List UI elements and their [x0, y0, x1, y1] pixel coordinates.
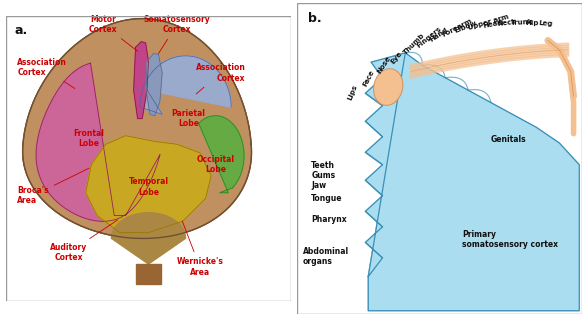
Text: Elbow: Elbow	[454, 20, 478, 34]
Text: Association
Cortex: Association Cortex	[196, 63, 245, 94]
Polygon shape	[36, 63, 160, 221]
Text: Eye: Eye	[389, 50, 403, 65]
Ellipse shape	[373, 69, 403, 105]
Text: Lips: Lips	[347, 84, 359, 101]
Text: Abdominal
organs: Abdominal organs	[303, 247, 349, 266]
Text: Association
Cortex: Association Cortex	[17, 58, 75, 88]
Text: Genitals: Genitals	[491, 135, 526, 144]
Text: Somatosensory
Cortex: Somatosensory Cortex	[143, 15, 211, 54]
Text: Hand: Hand	[428, 27, 449, 43]
Text: Hip: Hip	[525, 20, 539, 26]
Text: Thumb: Thumb	[403, 32, 426, 56]
Polygon shape	[136, 264, 161, 284]
Text: Motor
Cortex: Motor Cortex	[89, 15, 138, 51]
Text: Parietal
Lobe: Parietal Lobe	[172, 109, 205, 128]
Text: Head: Head	[483, 19, 503, 29]
Text: Tongue: Tongue	[311, 194, 343, 204]
Text: Teeth
Gums
Jaw: Teeth Gums Jaw	[311, 161, 335, 191]
Text: Fingers: Fingers	[416, 25, 443, 49]
Polygon shape	[133, 42, 148, 119]
Text: Occipital
Lobe: Occipital Lobe	[196, 154, 235, 174]
Text: Upper arm: Upper arm	[468, 14, 510, 31]
Text: Auditory
Cortex: Auditory Cortex	[50, 220, 118, 262]
Text: Nose: Nose	[376, 55, 392, 74]
Polygon shape	[140, 56, 231, 114]
Text: Broca's
Area: Broca's Area	[17, 168, 89, 205]
Polygon shape	[199, 116, 244, 193]
Text: Frontal
Lobe: Frontal Lobe	[73, 129, 104, 148]
Polygon shape	[22, 19, 252, 238]
Text: Wernicke's
Area: Wernicke's Area	[176, 221, 223, 276]
Polygon shape	[111, 213, 186, 264]
Text: Face: Face	[362, 68, 375, 87]
Text: a.: a.	[15, 24, 28, 37]
Text: Leg: Leg	[538, 20, 553, 27]
Text: Pharynx: Pharynx	[311, 215, 347, 223]
Text: Forearm: Forearm	[441, 18, 473, 38]
Text: b.: b.	[308, 12, 322, 25]
Text: Neck: Neck	[497, 19, 517, 27]
Polygon shape	[365, 53, 579, 311]
Polygon shape	[146, 54, 162, 116]
Polygon shape	[86, 136, 211, 233]
Text: Trunk: Trunk	[510, 19, 533, 26]
Text: Temporal
Lobe: Temporal Lobe	[128, 177, 169, 197]
Text: Primary
somatosensory cortex: Primary somatosensory cortex	[462, 230, 559, 249]
